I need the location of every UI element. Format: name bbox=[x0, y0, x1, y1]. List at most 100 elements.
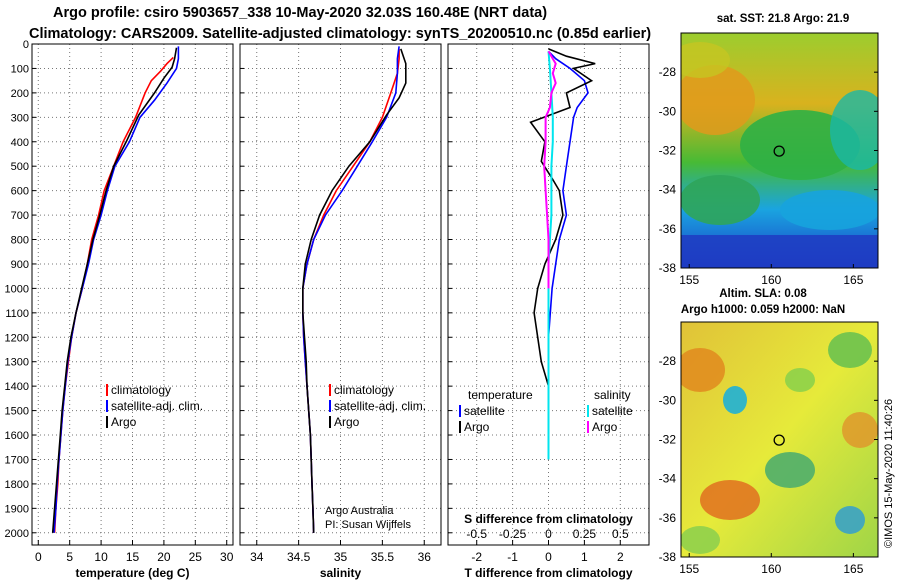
x-tick-label: -1 bbox=[507, 550, 518, 564]
sla-patch bbox=[765, 452, 815, 488]
sla-high-patch bbox=[842, 412, 878, 448]
map-x-tick-label: 160 bbox=[761, 562, 781, 576]
legend-label: climatology bbox=[111, 383, 171, 397]
legend-label: Argo bbox=[111, 415, 137, 429]
x-tick-label: 10 bbox=[94, 550, 108, 564]
sla-map-title-line1: Altim. SLA: 0.08 bbox=[719, 288, 807, 300]
map-y-tick-label: -32 bbox=[659, 144, 677, 158]
y-tick-label: 1400 bbox=[5, 381, 29, 393]
y-tick-label: 300 bbox=[11, 112, 29, 124]
sla-patch bbox=[681, 526, 720, 554]
plot-frame bbox=[31, 43, 234, 546]
secondary-tick-label: 0.5 bbox=[612, 527, 629, 541]
y-tick-label: 900 bbox=[11, 259, 29, 271]
legend-label: satellite bbox=[592, 404, 633, 418]
footer-stamp: ©IMOS 15-May-2020 11:40:26 bbox=[883, 399, 895, 548]
series-line-climatology bbox=[53, 56, 174, 533]
map-y-tick-label: -30 bbox=[659, 104, 677, 118]
sst-cold-band bbox=[681, 235, 878, 268]
sst-patch bbox=[681, 42, 730, 78]
x-tick-label: 36 bbox=[418, 550, 432, 564]
annotation-text: PI: Susan Wijffels bbox=[325, 519, 411, 531]
y-tick-label: 1500 bbox=[5, 406, 29, 418]
map-x-tick-label: 155 bbox=[679, 273, 699, 287]
map-y-tick-label: -36 bbox=[659, 222, 677, 236]
x-tick-label: 15 bbox=[126, 550, 140, 564]
figure-title-line1: Argo profile: csiro 5903657_338 10-May-2… bbox=[53, 5, 548, 21]
y-tick-label: 100 bbox=[11, 63, 29, 75]
legend-title-temperature: temperature bbox=[468, 388, 533, 402]
y-tick-label: 1200 bbox=[5, 332, 29, 344]
y-tick-label: 500 bbox=[11, 161, 29, 173]
sla-patch bbox=[785, 368, 815, 392]
y-tick-label: 2000 bbox=[5, 528, 29, 540]
x-tick-label: 0 bbox=[545, 550, 552, 564]
secondary-tick-label: -0.25 bbox=[499, 527, 527, 541]
x-tick-label: 0 bbox=[35, 550, 42, 564]
temperature-profile: 0 5 10 15 20 25 300100200300400500600700800900… bbox=[5, 39, 234, 580]
map-y-tick-label: -32 bbox=[659, 433, 677, 447]
y-tick-label: 1100 bbox=[5, 308, 29, 320]
sst-map: sat. SST: 21.8 Argo: 21.9 155 160 165 -28 -3… bbox=[659, 13, 879, 287]
series-line-argo bbox=[51, 47, 178, 533]
map-y-tick-label: -38 bbox=[659, 550, 677, 564]
map-y-tick-label: -38 bbox=[659, 261, 677, 275]
secondary-tick-label: 0 bbox=[545, 527, 552, 541]
difference-profile: -2 -1 0 1 2 T difference from climatology temp… bbox=[447, 43, 650, 580]
y-tick-label: 1600 bbox=[5, 430, 29, 442]
annotation-text: Argo Australia bbox=[325, 505, 394, 517]
plot-frame bbox=[239, 43, 442, 546]
x-tick-label: 5 bbox=[66, 550, 73, 564]
argo-location-marker bbox=[773, 434, 785, 446]
y-tick-label: 200 bbox=[11, 88, 29, 100]
sst-map-title: sat. SST: 21.8 Argo: 21.9 bbox=[717, 13, 850, 25]
series-line-argo bbox=[301, 48, 407, 533]
x-axis-label: T difference from climatology bbox=[464, 566, 632, 580]
series-line-s-argo bbox=[543, 50, 557, 289]
map-y-tick-label: -28 bbox=[659, 65, 677, 79]
figure-title-line2: Climatology: CARS2009. Satellite-adjuste… bbox=[29, 26, 652, 42]
x-tick-label: 2 bbox=[617, 550, 624, 564]
y-tick-label: 700 bbox=[11, 210, 29, 222]
sst-warm-patch bbox=[681, 65, 755, 135]
x-tick-label: 30 bbox=[220, 550, 234, 564]
sst-blue-patch bbox=[780, 190, 878, 230]
map-y-tick-label: -34 bbox=[659, 472, 677, 486]
sla-map: Altim. SLA: 0.08 Argo h1000: 0.059 h2000… bbox=[659, 288, 879, 576]
x-tick-label: 25 bbox=[189, 550, 203, 564]
sla-map-title-line2: Argo h1000: 0.059 h2000: NaN bbox=[681, 304, 845, 316]
sla-high-patch bbox=[700, 480, 760, 520]
salinity-profile: 34 34.5 35 35.5 36 salinity climatology satelli… bbox=[239, 43, 442, 580]
sla-high-patch bbox=[681, 348, 725, 392]
x-tick-label: 34.5 bbox=[287, 550, 311, 564]
argo-location-marker bbox=[773, 145, 785, 157]
y-tick-label: 1900 bbox=[5, 503, 29, 515]
y-tick-label: 1000 bbox=[5, 283, 29, 295]
secondary-tick-label: -0.5 bbox=[466, 527, 487, 541]
legend-label: satellite-adj. clim. bbox=[111, 399, 203, 413]
y-tick-label: 800 bbox=[11, 235, 29, 247]
legend-label: climatology bbox=[334, 383, 394, 397]
map-y-tick-label: -36 bbox=[659, 511, 677, 525]
y-tick-label: 0 bbox=[23, 39, 29, 51]
secondary-axis-label: S difference from climatology bbox=[464, 512, 633, 526]
x-axis-label: salinity bbox=[320, 566, 362, 580]
legend-label: Argo bbox=[334, 415, 360, 429]
sst-green-patch bbox=[740, 110, 860, 180]
map-y-tick-label: -28 bbox=[659, 354, 677, 368]
legend-label: Argo bbox=[464, 420, 490, 434]
x-axis-label: temperature (deg C) bbox=[75, 566, 189, 580]
map-x-tick-label: 155 bbox=[679, 562, 699, 576]
series-line-t-satellite bbox=[547, 50, 589, 411]
x-tick-label: 35 bbox=[334, 550, 348, 564]
map-x-tick-label: 165 bbox=[843, 273, 863, 287]
sst-green-patch bbox=[681, 175, 760, 225]
map-x-tick-label: 165 bbox=[843, 562, 863, 576]
map-x-tick-label: 160 bbox=[761, 273, 781, 287]
legend-label: satellite-adj. clim. bbox=[334, 399, 426, 413]
sla-low-patch bbox=[723, 386, 747, 414]
sst-teal-patch bbox=[830, 90, 878, 170]
y-tick-label: 400 bbox=[11, 137, 29, 149]
legend-label: satellite bbox=[464, 404, 505, 418]
